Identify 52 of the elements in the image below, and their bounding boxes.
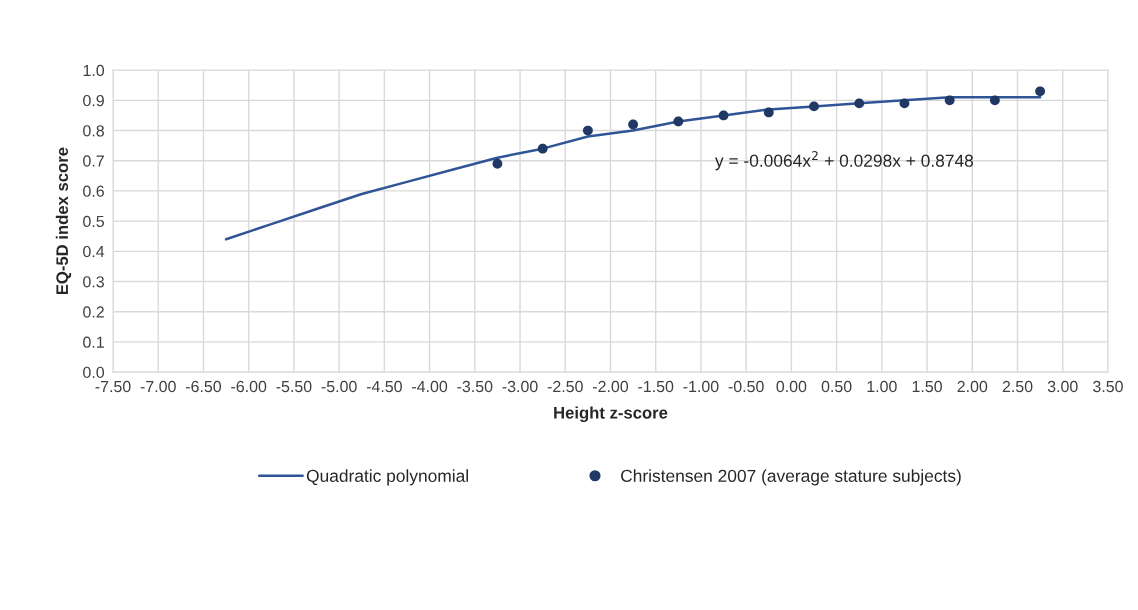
x-tick-label: -7.00 xyxy=(140,380,176,393)
y-tick-label: 0.2 xyxy=(83,306,104,318)
legend-label: Quadratic polynomial xyxy=(306,469,468,486)
point xyxy=(492,158,503,169)
y-tick-label: 0.0 xyxy=(83,366,105,379)
point xyxy=(989,95,1000,106)
x-tick-label: 1.00 xyxy=(867,380,897,393)
x-tick-label: -7.50 xyxy=(95,380,131,393)
point xyxy=(854,98,865,109)
x-tick-label: 0.50 xyxy=(821,380,852,393)
x-tick-label: -6.00 xyxy=(231,380,267,393)
x-tick-label: -3.50 xyxy=(457,380,493,393)
x-tick-label: 2.00 xyxy=(957,380,988,393)
point xyxy=(944,95,955,106)
y-tick-label: 0.1 xyxy=(83,336,104,348)
point xyxy=(582,125,593,136)
point xyxy=(718,110,729,121)
legend-label: Christensen 2007 (average stature subjects) xyxy=(621,469,961,486)
x-tick-label: 0.00 xyxy=(776,380,807,393)
y-tick-label: 0.3 xyxy=(83,276,104,288)
y-tick-label: 0.6 xyxy=(83,185,104,197)
x-tick-label: 1.50 xyxy=(912,380,942,393)
annotation: y = -0.0064x$^{2}$ + 0.0298x + 0.8748 xyxy=(714,151,974,171)
x-tick-label: -2.50 xyxy=(547,380,583,393)
y-tick-label: 0.4 xyxy=(83,245,105,258)
x-tick-label: -4.50 xyxy=(366,380,402,393)
x-tick-label: -1.50 xyxy=(638,380,674,393)
x-tick-label: 3.50 xyxy=(1093,380,1123,393)
point xyxy=(763,107,774,118)
y-axis-title: EQ-5D index score xyxy=(55,147,72,295)
x-axis-title: Height z-score xyxy=(554,406,668,423)
y-tick-label: 0.5 xyxy=(83,215,104,228)
x-tick-label: 2.50 xyxy=(1002,380,1033,393)
point xyxy=(673,116,684,127)
point xyxy=(1035,86,1046,97)
x-tick-label: -5.00 xyxy=(321,380,357,393)
y-tick-label: 0.8 xyxy=(83,125,104,137)
x-tick-label: -5.50 xyxy=(276,380,312,393)
x-tick-label: -1.00 xyxy=(683,380,719,393)
x-tick-label: 3.00 xyxy=(1047,380,1078,393)
y-tick-label: 0.9 xyxy=(83,94,104,107)
point xyxy=(628,119,638,130)
x-tick-label: -0.50 xyxy=(728,380,764,393)
x-tick-label: -2.00 xyxy=(592,380,629,393)
y-tick-label: 0.7 xyxy=(83,155,104,167)
y-tick-label: 1.0 xyxy=(83,64,105,77)
point xyxy=(809,101,819,112)
x-tick-label: -6.50 xyxy=(185,380,222,393)
x-tick-label: -4.00 xyxy=(412,380,448,393)
point xyxy=(537,143,548,154)
point xyxy=(899,98,910,109)
x-tick-label: -3.00 xyxy=(502,380,538,393)
